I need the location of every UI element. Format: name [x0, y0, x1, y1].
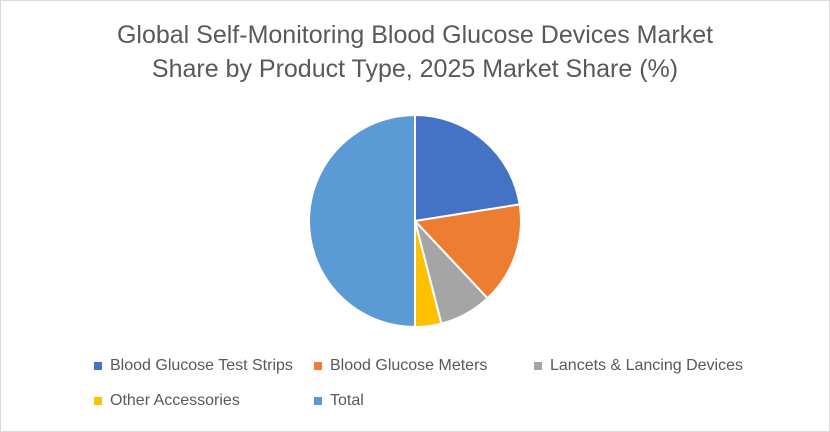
pie-slice-blood-glucose-test-strips: [414, 114, 521, 222]
legend-label: Total: [330, 392, 364, 409]
chart-title-line-1: Global Self-Monitoring Blood Glucose Dev…: [116, 21, 714, 49]
legend-swatch: [534, 362, 542, 370]
chart-title: Global Self-Monitoring Blood Glucose Dev…: [0, 18, 830, 86]
legend-item: Total: [314, 392, 364, 410]
legend-swatch: [94, 397, 102, 405]
legend-swatch: [314, 397, 322, 405]
legend-label: Other Accessories: [110, 392, 240, 409]
legend-item: Blood Glucose Meters: [314, 357, 487, 375]
legend-item: Lancets & Lancing Devices: [534, 357, 743, 375]
chart-title-line-2: Share by Product Type, 2025 Market Share…: [151, 55, 679, 83]
legend-swatch: [94, 362, 102, 370]
pie-slice-total: [308, 114, 416, 328]
legend-label: Blood Glucose Meters: [330, 357, 488, 374]
pie-slice-blood-glucose-meters: [414, 203, 522, 300]
legend-label: Blood Glucose Test Strips: [110, 357, 293, 374]
legend-swatch: [314, 362, 322, 370]
legend-label: Lancets & Lancing Devices: [550, 357, 743, 374]
legend-item: Blood Glucose Test Strips: [94, 357, 293, 375]
legend-item: Other Accessories: [94, 392, 240, 410]
